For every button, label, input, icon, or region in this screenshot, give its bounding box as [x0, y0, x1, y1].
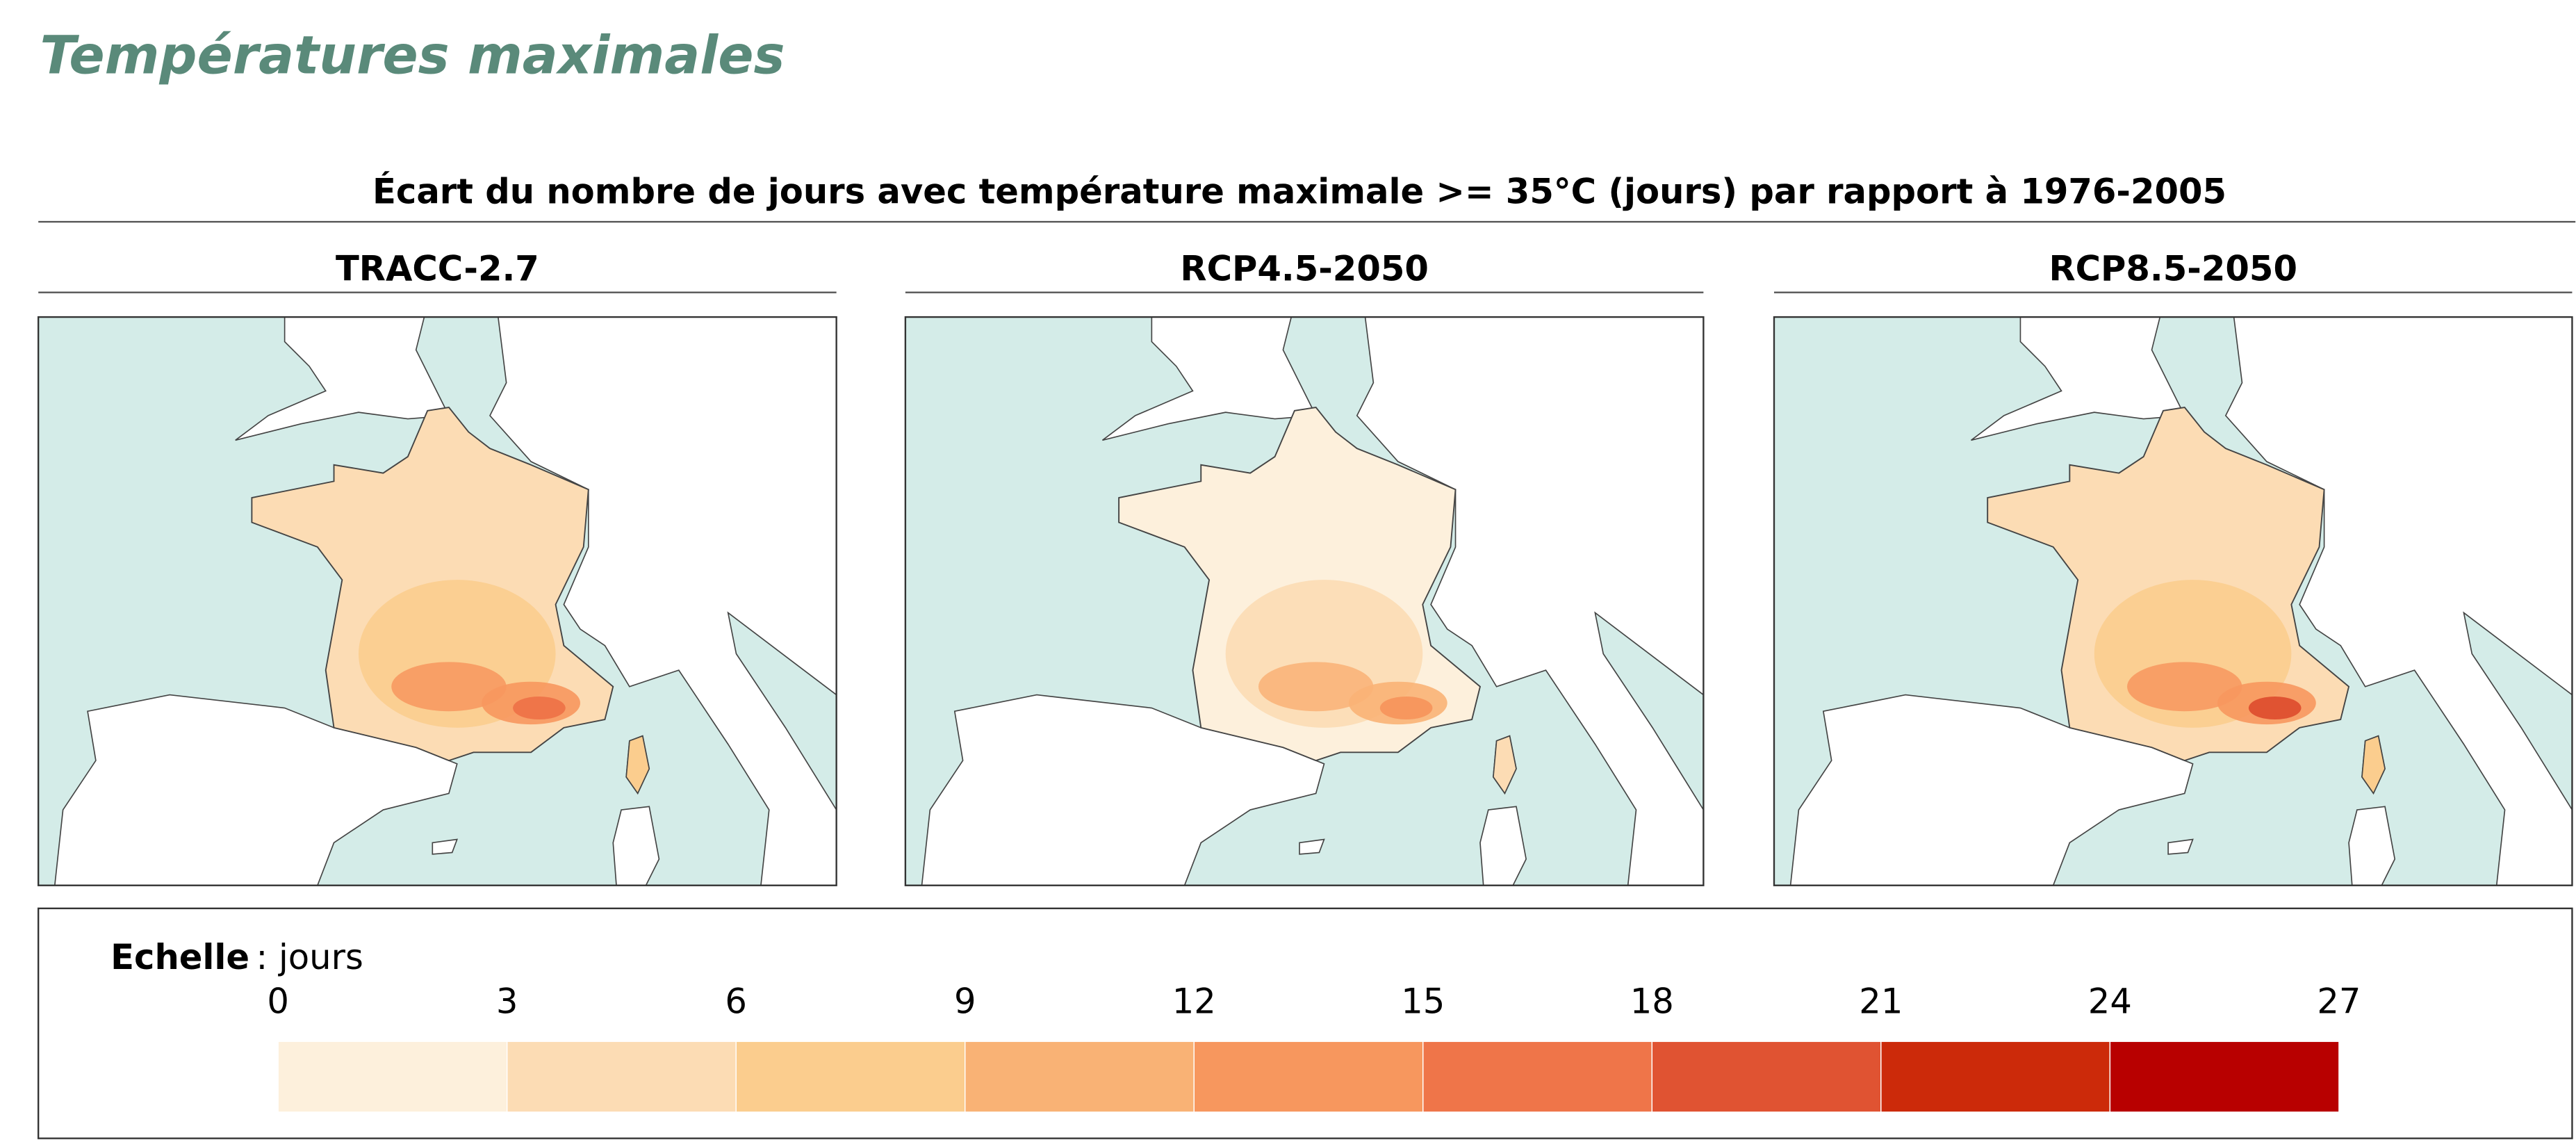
- scale-bin: [277, 1041, 508, 1113]
- scale-bin: [1880, 1041, 2111, 1113]
- hot-zone: [1258, 662, 1374, 712]
- hottest-zone: [2248, 696, 2302, 720]
- scale-bin: [506, 1041, 737, 1113]
- panel-title: RCP4.5-2050: [1180, 248, 1429, 288]
- panels: TRACC-2.7 RCP4.5-2050 RCP8.5-2050: [37, 248, 2573, 886]
- hot-zone: [391, 662, 507, 712]
- corsica: [2361, 735, 2386, 795]
- map: [1773, 316, 2573, 886]
- figure-title: Écart du nombre de jours avec températur…: [372, 170, 2226, 211]
- scale-tick-label: 18: [1630, 981, 1674, 1021]
- scale-bin: [1193, 1041, 1424, 1113]
- scale-tick-label: 21: [1859, 981, 1903, 1021]
- hottest-zone: [1379, 696, 1433, 720]
- hot-zone: [2127, 662, 2242, 712]
- scale-tick-label: 27: [2317, 981, 2361, 1021]
- map: [904, 316, 1705, 886]
- legend-title: Echelle: [110, 937, 249, 977]
- scale-tick-label: 24: [2088, 981, 2132, 1021]
- scale-bin: [1422, 1041, 1653, 1113]
- scale-tick-label: 3: [496, 981, 518, 1021]
- scale-bin: [965, 1041, 1195, 1113]
- hottest-zone: [513, 696, 566, 720]
- color-scale: 0 3 6 9 12 15 18 21 24 27: [267, 981, 2361, 1113]
- corsica: [625, 735, 650, 795]
- scale-bin: [1651, 1041, 1882, 1113]
- scale-bin: [2109, 1041, 2340, 1113]
- scale-tick-label: 12: [1172, 981, 1216, 1021]
- scale-tick-label: 9: [954, 981, 976, 1021]
- legend-label: Echelle: jours: [110, 937, 363, 977]
- corsica: [1493, 735, 1517, 795]
- page-title: Températures maximales: [40, 25, 785, 86]
- map-frame: [37, 316, 837, 886]
- map-frame: [1773, 316, 2573, 886]
- scale-tick-label: 0: [267, 981, 289, 1021]
- map: [37, 316, 837, 886]
- legend-unit: : jours: [256, 937, 363, 977]
- panel-title: RCP8.5-2050: [2049, 248, 2297, 288]
- scale-bin: [735, 1041, 966, 1113]
- map-frame: [904, 316, 1705, 886]
- scale-tick-label: 15: [1401, 981, 1445, 1021]
- panel-title: TRACC-2.7: [336, 248, 539, 288]
- scale-tick-label: 6: [725, 981, 747, 1021]
